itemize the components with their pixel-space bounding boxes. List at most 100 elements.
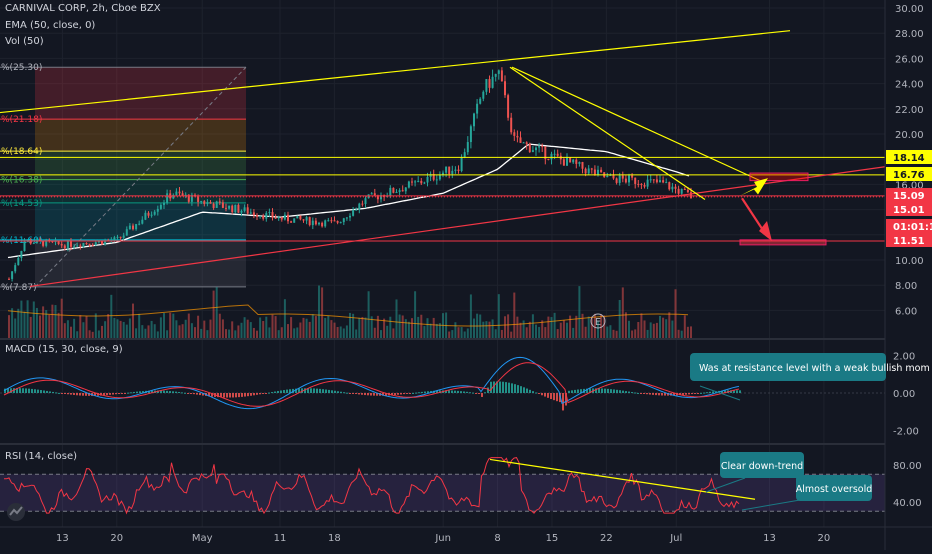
volume-bar xyxy=(662,317,665,338)
candle-body xyxy=(256,215,258,217)
fib-level-label: %(7.87) xyxy=(1,283,37,293)
candle-body xyxy=(147,212,150,216)
candle-body xyxy=(141,219,144,224)
macd-pane-label: MACD (15, 30, close, 9) xyxy=(5,344,123,355)
rsi-annotation-downtrend[interactable]: Clear down-trend xyxy=(705,452,804,493)
symbol-title[interactable]: CARNIVAL CORP, 2h, Cboe BZX xyxy=(5,3,161,14)
candle-body xyxy=(376,195,379,200)
macd-histogram-bar xyxy=(58,392,60,394)
candle-body xyxy=(556,153,559,156)
macd-histogram-bar xyxy=(322,389,324,393)
volume-legend[interactable]: Vol (50) xyxy=(5,36,44,47)
price-label-tag xyxy=(886,150,932,164)
volume-bar xyxy=(318,285,320,338)
volume-bar xyxy=(280,327,283,338)
macd-histogram-bar xyxy=(517,385,519,393)
macd-histogram-bar xyxy=(382,393,384,396)
drawn-trendlines[interactable] xyxy=(0,30,886,288)
candle-body xyxy=(662,180,665,183)
volume-bar xyxy=(206,330,209,338)
volume-bar xyxy=(128,318,131,338)
time-tick-label: May xyxy=(192,533,213,544)
volume-bar xyxy=(659,315,661,338)
candle-body xyxy=(497,70,500,74)
macd-histogram-bar xyxy=(211,393,213,397)
candle-body xyxy=(590,168,593,170)
volume-bar xyxy=(395,299,398,338)
candle-body xyxy=(442,172,444,175)
macd-histogram-bar xyxy=(127,392,129,394)
candle-body xyxy=(504,81,506,96)
macd-histogram-bar xyxy=(70,393,72,395)
macd-pane xyxy=(0,356,885,411)
macd-histogram-bar xyxy=(241,393,243,397)
volume-bar xyxy=(364,317,367,338)
candle-body xyxy=(82,243,85,247)
volume-bar xyxy=(473,318,475,338)
candle-body xyxy=(522,142,525,144)
macd-histogram-bar xyxy=(571,390,573,393)
volume-bar xyxy=(246,319,249,338)
volume-bar xyxy=(215,287,218,338)
macd-histogram-bar xyxy=(190,393,192,394)
volume-bar xyxy=(63,323,66,338)
macd-histogram-bar xyxy=(307,388,309,393)
volume-bar xyxy=(686,326,689,338)
macd-histogram-bar xyxy=(646,393,648,395)
candle-body xyxy=(668,182,671,190)
candle-body xyxy=(593,169,596,175)
volume-bar xyxy=(274,316,277,338)
candle-body xyxy=(324,220,327,227)
macd-histogram-bar xyxy=(22,388,24,393)
volume-bar xyxy=(457,327,460,338)
time-tick-label: 13 xyxy=(763,533,776,544)
volume-bar xyxy=(538,326,541,338)
fibonacci-retracement[interactable]: %(25.30) %(21.18) %(18.64) %(16.38) %(14.53)… xyxy=(0,63,247,293)
candle-body xyxy=(513,132,516,136)
volume-bar xyxy=(367,291,370,338)
macd-histogram-bar xyxy=(634,392,636,394)
volume-bar xyxy=(485,321,488,338)
volume-bar xyxy=(469,294,472,338)
macd-histogram-bar xyxy=(403,393,405,395)
candle-body xyxy=(20,250,23,258)
macd-histogram-bar xyxy=(478,393,480,394)
candle-body xyxy=(287,214,289,222)
fib-level-label: %(18.64) xyxy=(1,147,42,157)
candle-body xyxy=(510,117,513,133)
macd-histogram-bar xyxy=(484,392,486,394)
macd-histogram-bar xyxy=(424,391,426,393)
macd-histogram-bar xyxy=(550,393,552,400)
candle-body xyxy=(215,201,218,208)
candle-body xyxy=(153,211,156,215)
price-label-text: 18.14 xyxy=(893,153,925,164)
macd-histogram-bar xyxy=(574,389,576,393)
macd-histogram-bar xyxy=(412,392,414,394)
volume-bar xyxy=(147,325,150,338)
volume-bar xyxy=(504,316,506,338)
macd-histogram-bar xyxy=(220,393,222,398)
macd-histogram-bar xyxy=(406,393,408,394)
rsi-annotation-oversold[interactable]: Almost oversold xyxy=(741,475,872,511)
volume-bar xyxy=(302,317,305,338)
candle-body xyxy=(426,176,429,183)
candle-body xyxy=(631,175,634,178)
volume-bar xyxy=(429,323,432,338)
candle-body xyxy=(500,70,503,82)
earnings-marker[interactable]: E xyxy=(590,313,606,329)
ema-legend[interactable]: EMA (50, close, 0) xyxy=(5,20,96,31)
volume-bar xyxy=(420,314,423,338)
volume-bar xyxy=(169,312,172,338)
candle-body xyxy=(159,204,162,209)
volume-bar xyxy=(683,315,686,338)
macd-histogram-bar xyxy=(106,393,108,396)
volume-bar xyxy=(271,314,274,338)
candle-body xyxy=(451,170,454,174)
macd-histogram-bar xyxy=(148,390,150,393)
macd-annotation[interactable]: Was at resistance level with a weak bull… xyxy=(690,353,930,401)
candle-body xyxy=(240,210,243,213)
volume-bar xyxy=(615,330,618,338)
tradingview-logo-icon xyxy=(7,503,25,521)
